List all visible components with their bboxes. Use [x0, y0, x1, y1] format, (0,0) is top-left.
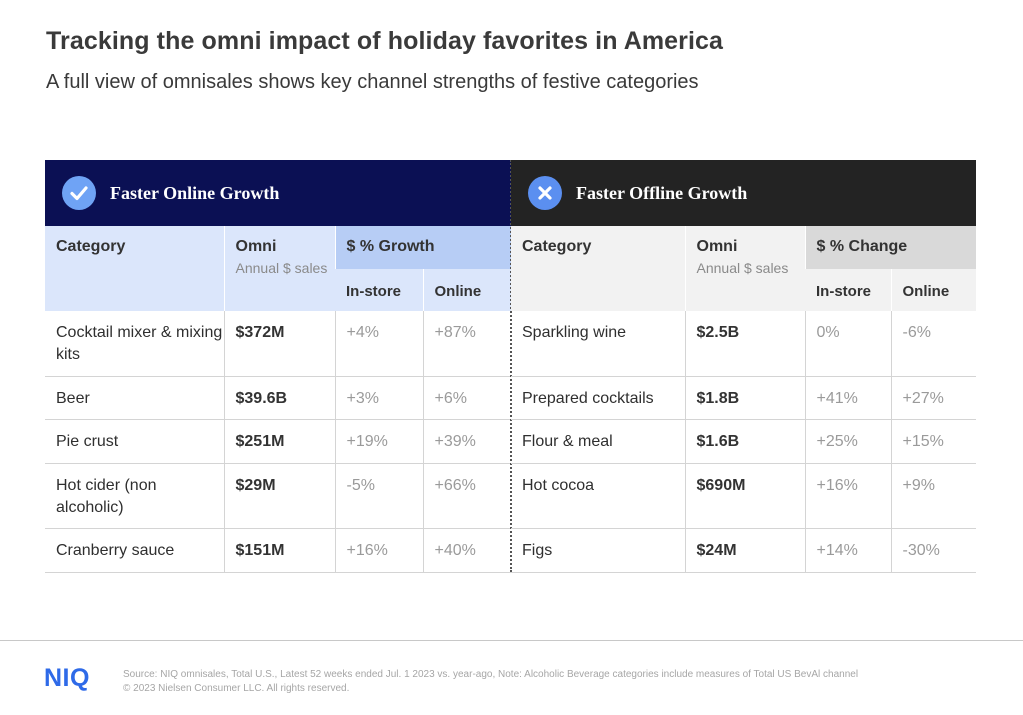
table-row: Figs $24M +14% -30% — [511, 528, 976, 573]
table-row: Pie crust $251M +19% +39% — [45, 419, 512, 464]
online-growth-banner-label: Faster Online Growth — [110, 182, 280, 203]
instore-change-cell: 0% — [804, 311, 891, 377]
category-header: Category — [511, 226, 685, 311]
omni-sales-cell: $690M — [684, 463, 805, 529]
table-row: Sparkling wine $2.5B 0% -6% — [511, 311, 976, 377]
omni-header-label: Omni — [696, 238, 738, 255]
online-growth-cell: +40% — [422, 528, 512, 573]
instore-growth-cell: +19% — [334, 419, 423, 464]
growth-header: $ % Growth — [334, 226, 512, 269]
table-row: Cranberry sauce $151M +16% +40% — [45, 528, 512, 573]
omni-header-sublabel: Annual $ sales — [696, 260, 789, 276]
table-row: Flour & meal $1.6B +25% +15% — [511, 419, 976, 464]
instore-change-cell: +41% — [804, 376, 891, 420]
online-growth-cell: +6% — [422, 376, 512, 420]
instore-growth-cell: +16% — [334, 528, 423, 573]
online-growth-panel: Faster Online Growth Category Omni Annua… — [45, 160, 512, 573]
online-header: Online — [422, 269, 512, 311]
niq-logo: NIQ — [44, 664, 90, 692]
omni-sales-cell: $1.8B — [684, 376, 805, 420]
copyright-line: © 2023 Nielsen Consumer LLC. All rights … — [123, 683, 350, 694]
table-row: Hot cider (non alcoholic) $29M -5% +66% — [45, 463, 512, 529]
category-cell: Prepared cocktails — [511, 376, 685, 420]
omni-sales-cell: $372M — [223, 311, 335, 377]
category-cell: Cocktail mixer & mixing kits — [45, 311, 224, 377]
table-row: Cocktail mixer & mixing kits $372M +4% +… — [45, 311, 512, 377]
online-change-cell: +27% — [890, 376, 976, 420]
offline-growth-banner-label: Faster Offline Growth — [576, 182, 748, 203]
source-line: Source: NIQ omnisales, Total U.S., Lates… — [123, 669, 859, 680]
omni-sales-cell: $39.6B — [223, 376, 335, 420]
omni-header: Omni Annual $ sales — [684, 226, 805, 311]
offline-growth-table: Category Omni Annual $ sales $ % Change … — [511, 226, 976, 573]
instore-header: In-store — [335, 269, 423, 311]
omni-sales-cell: $151M — [223, 528, 335, 573]
online-change-cell: -6% — [890, 311, 976, 377]
category-cell: Beer — [45, 376, 224, 420]
offline-growth-banner: Faster Offline Growth — [511, 160, 976, 226]
online-change-cell: +9% — [890, 463, 976, 529]
category-cell: Hot cider (non alcoholic) — [45, 463, 224, 529]
instore-change-cell: +14% — [804, 528, 891, 573]
instore-change-cell: +16% — [804, 463, 891, 529]
omni-header-label: Omni — [235, 238, 277, 255]
online-growth-cell: +87% — [422, 311, 512, 377]
omni-sales-cell: $251M — [223, 419, 335, 464]
instore-change-cell: +25% — [804, 419, 891, 464]
offline-growth-panel: Faster Offline Growth Category Omni Annu… — [511, 160, 976, 573]
online-change-cell: -30% — [890, 528, 976, 573]
omni-sales-cell: $24M — [684, 528, 805, 573]
omni-header: Omni Annual $ sales — [223, 226, 335, 311]
online-growth-table: Category Omni Annual $ sales $ % Growth … — [45, 226, 512, 573]
check-icon — [62, 176, 96, 210]
table-row: Prepared cocktails $1.8B +41% +27% — [511, 376, 976, 420]
instore-header: In-store — [805, 269, 891, 311]
omni-header-sublabel: Annual $ sales — [235, 260, 328, 276]
online-growth-banner: Faster Online Growth — [45, 160, 511, 226]
instore-growth-cell: -5% — [334, 463, 423, 529]
omni-sales-cell: $2.5B — [684, 311, 805, 377]
omni-sales-cell: $29M — [223, 463, 335, 529]
change-header: $ % Change — [804, 226, 976, 269]
page-title: Tracking the omni impact of holiday favo… — [46, 27, 724, 55]
category-cell: Flour & meal — [511, 419, 685, 464]
page-subtitle: A full view of omnisales shows key chann… — [46, 71, 699, 93]
category-header: Category — [45, 226, 224, 311]
online-header: Online — [890, 269, 976, 311]
online-growth-cell: +66% — [422, 463, 512, 529]
footer-divider — [0, 640, 1023, 641]
table-row: Beer $39.6B +3% +6% — [45, 376, 512, 420]
category-cell: Pie crust — [45, 419, 224, 464]
category-cell: Figs — [511, 528, 685, 573]
instore-growth-cell: +3% — [334, 376, 423, 420]
cross-icon — [528, 176, 562, 210]
instore-growth-cell: +4% — [334, 311, 423, 377]
online-change-cell: +15% — [890, 419, 976, 464]
category-cell: Sparkling wine — [511, 311, 685, 377]
source-note: Source: NIQ omnisales, Total U.S., Lates… — [123, 668, 858, 696]
category-cell: Hot cocoa — [511, 463, 685, 529]
online-growth-cell: +39% — [422, 419, 512, 464]
category-cell: Cranberry sauce — [45, 528, 224, 573]
table-row: Hot cocoa $690M +16% +9% — [511, 463, 976, 529]
omni-sales-cell: $1.6B — [684, 419, 805, 464]
